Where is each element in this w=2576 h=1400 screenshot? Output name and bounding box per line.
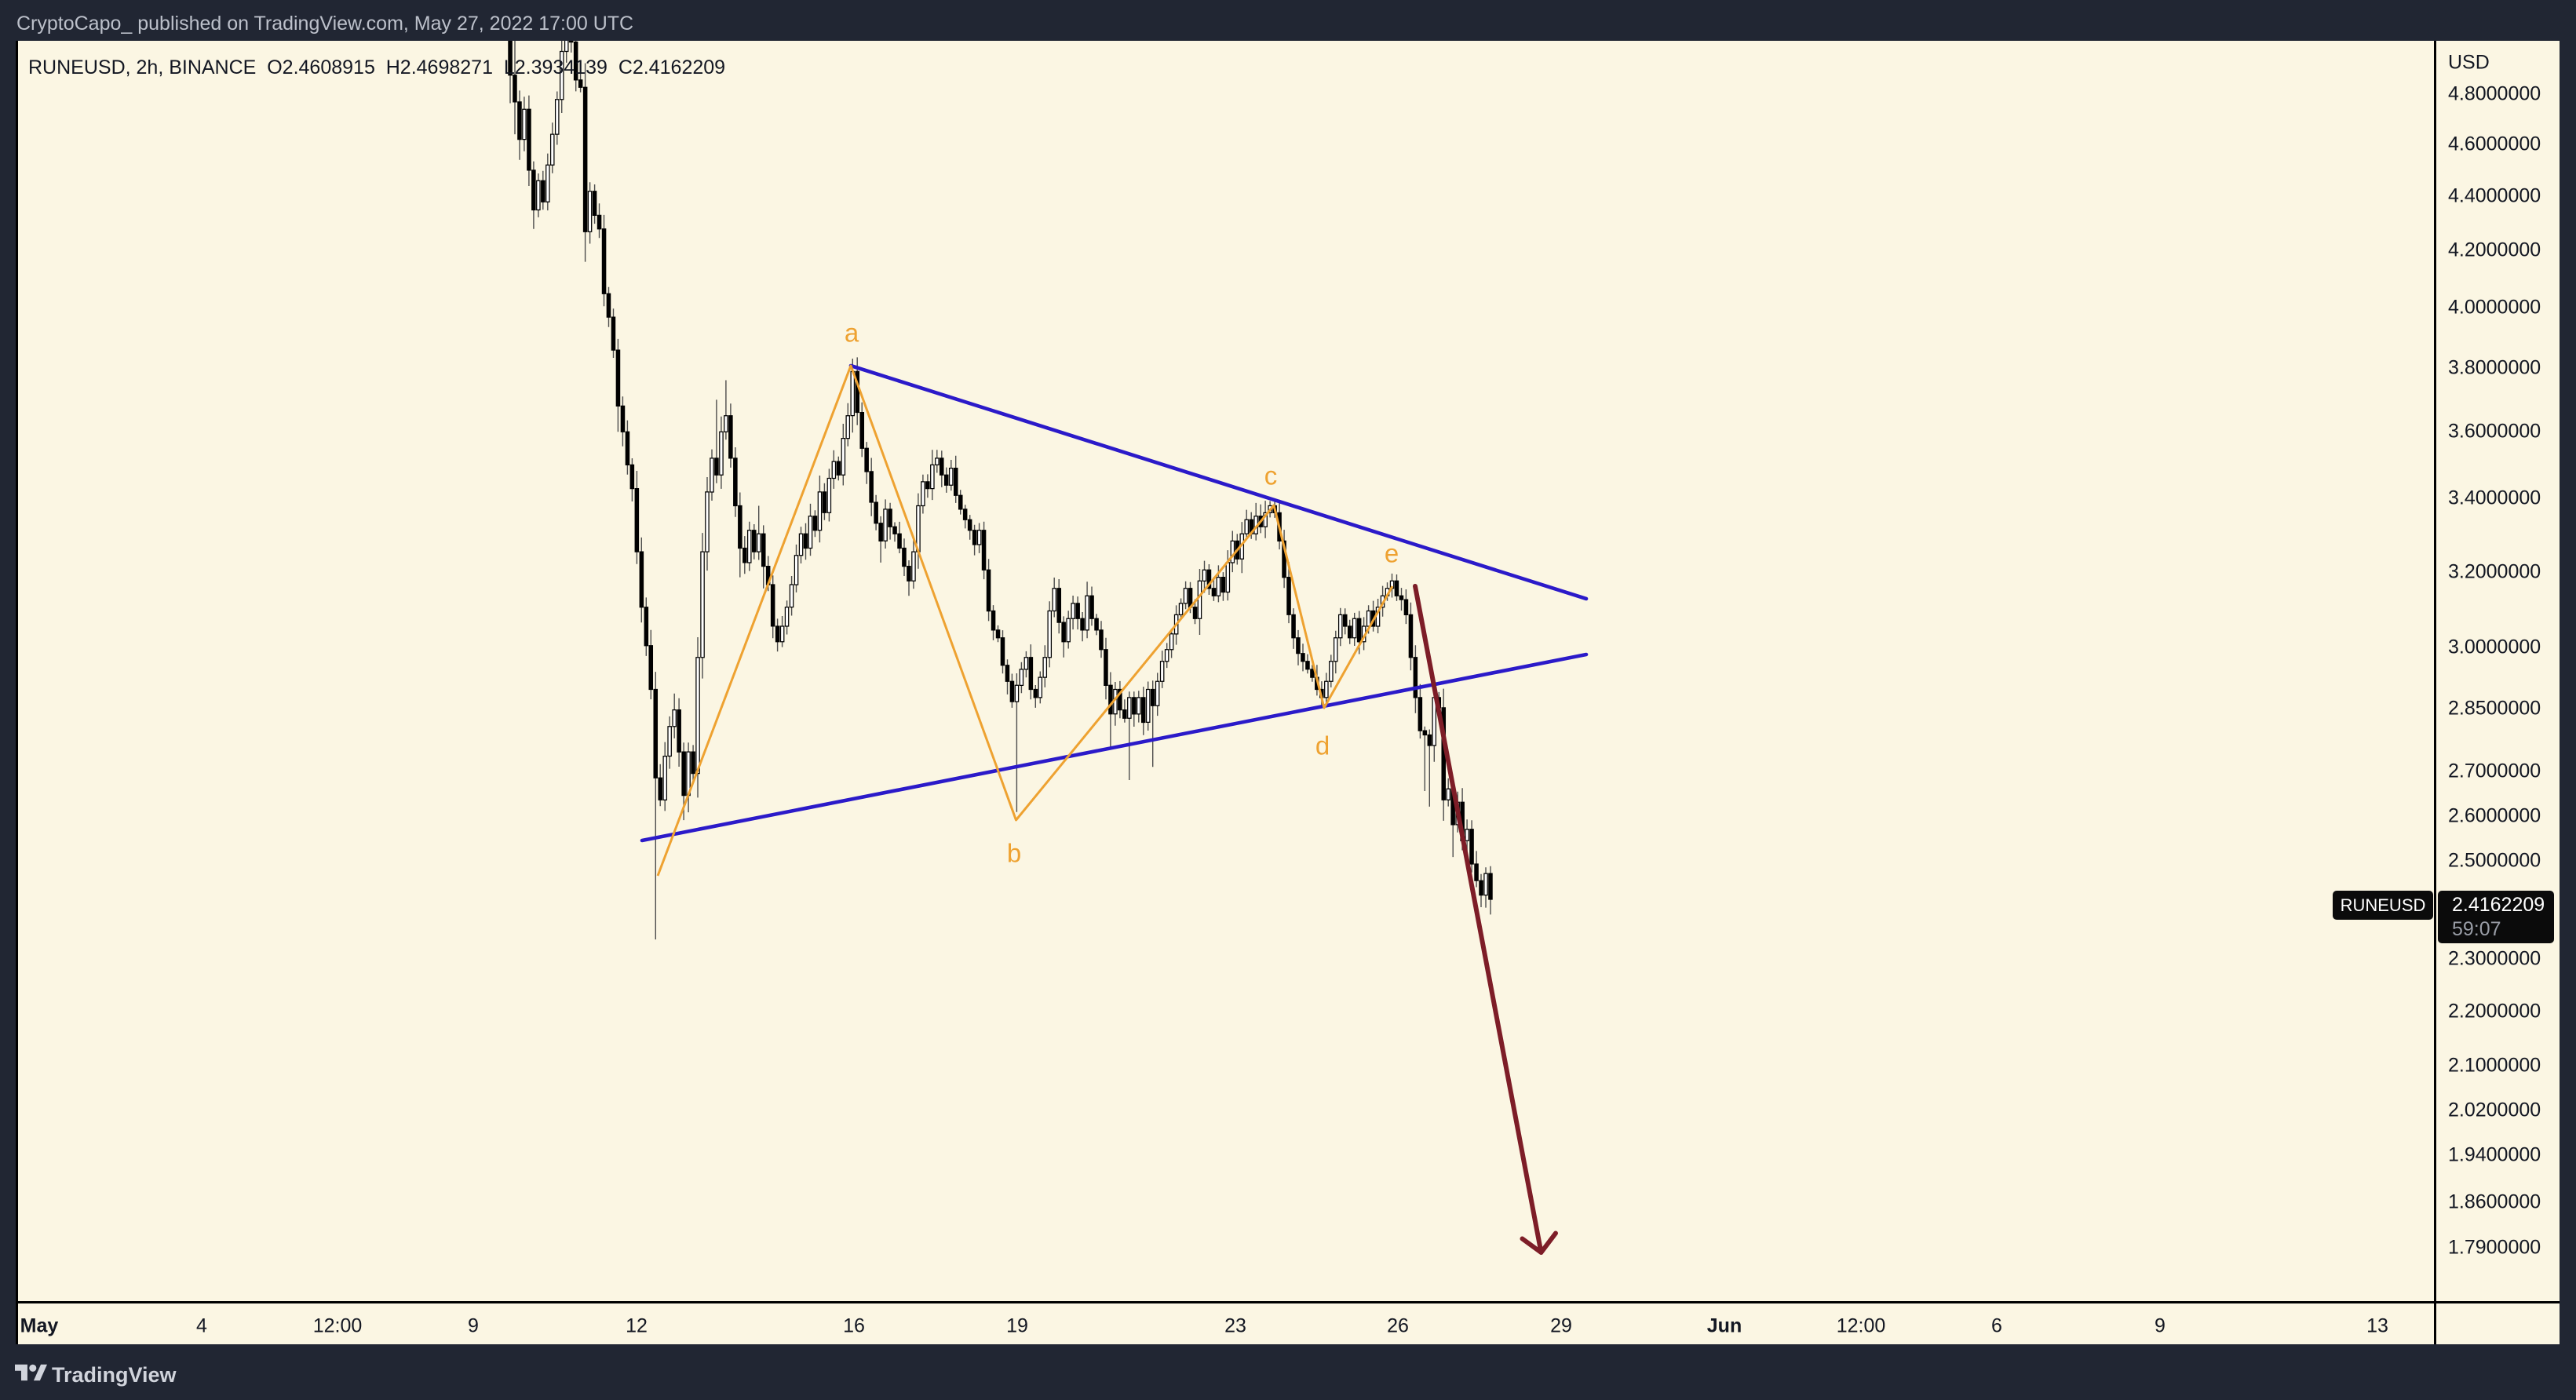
svg-text:e: e: [1385, 539, 1399, 568]
svg-text:a: a: [845, 319, 859, 348]
svg-text:d: d: [1315, 731, 1330, 760]
svg-text:c: c: [1264, 461, 1278, 490]
svg-text:b: b: [1007, 839, 1021, 868]
